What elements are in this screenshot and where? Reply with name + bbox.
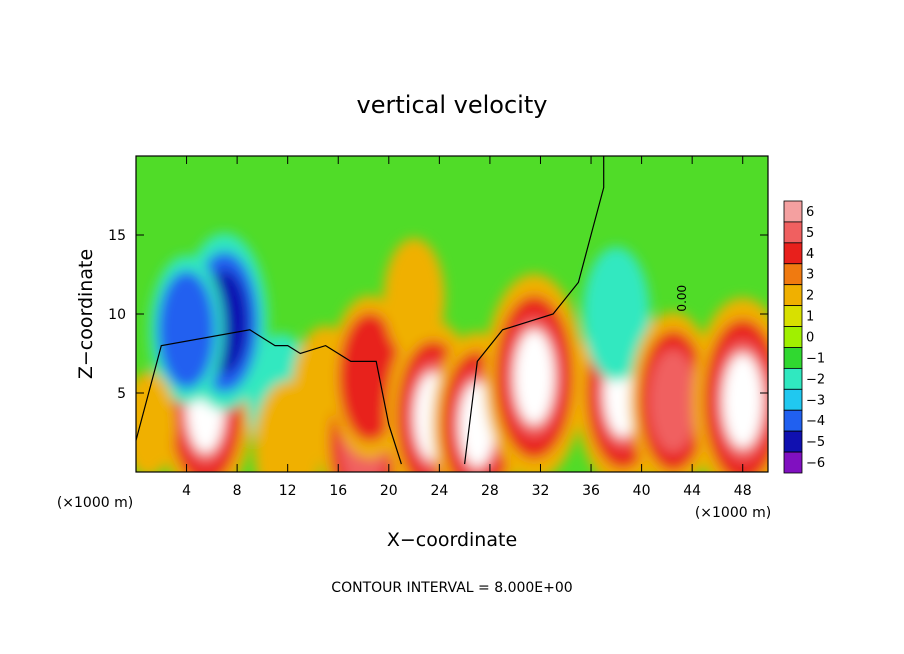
y-tick-label-15: 15 — [108, 228, 126, 244]
colorbar-swatch-3 — [783, 263, 803, 286]
x-unit-left: (×1000 m) — [57, 495, 133, 511]
colorbar-label-6: 6 — [806, 205, 814, 220]
colorbar-label--3: −3 — [806, 393, 825, 408]
x-tick-label-32: 32 — [532, 483, 550, 499]
colorbar-label-4: 4 — [806, 247, 814, 262]
colorbar-swatch--6 — [783, 451, 803, 474]
colorbar-swatch-1 — [783, 305, 803, 327]
colorbar-swatch-0 — [783, 326, 803, 348]
chart-title: vertical velocity — [357, 91, 548, 119]
x-tick-label-12: 12 — [279, 483, 297, 499]
colorbar-label-1: 1 — [806, 310, 814, 325]
x-tick-label-4: 4 — [182, 483, 191, 499]
colorbar-swatch--5 — [783, 430, 803, 453]
colorbar-swatch--2 — [783, 367, 803, 390]
y-tick-label-5: 5 — [117, 386, 126, 402]
colorbar-swatch-4 — [783, 242, 803, 265]
velocity-cell-15-ring-0 — [253, 381, 322, 472]
colorbar-swatch--4 — [783, 409, 803, 432]
velocity-cell-16-ring-0 — [136, 371, 176, 472]
colorbar-swatch-5 — [783, 221, 803, 244]
zero-contour-line-2 — [464, 156, 605, 465]
x-unit-right: (×1000 m) — [695, 505, 771, 521]
colorbar-label-3: 3 — [806, 268, 814, 283]
colorbar-label--6: −6 — [806, 456, 825, 471]
x-tick-label-48: 48 — [734, 483, 752, 499]
colorbar-swatch-2 — [783, 284, 803, 307]
colorbar-label-5: 5 — [806, 226, 814, 241]
colorbar-swatch-6 — [783, 200, 803, 223]
y-axis-label: Z−coordinate — [75, 249, 97, 379]
velocity-cell-12-ring-0 — [582, 246, 651, 382]
contour-interval-note: CONTOUR INTERVAL = 8.000E+00 — [331, 580, 572, 596]
colorbar-label--4: −4 — [806, 414, 825, 429]
velocity-cell-10-core — [514, 329, 555, 425]
velocity-cell-14-core — [722, 353, 763, 449]
y-tick-label-10: 10 — [108, 307, 126, 323]
x-tick-label-40: 40 — [633, 483, 651, 499]
x-axis-ticks: 4 8 12 16 20 24 28 32 36 40 44 48 — [182, 156, 752, 499]
colorbar-label--1: −1 — [806, 351, 825, 366]
x-tick-label-24: 24 — [430, 483, 448, 499]
x-tick-label-28: 28 — [481, 483, 499, 499]
colorbar: 6 5 4 3 2 1 0 −1 −2 −3 −4 −5 −6 — [783, 200, 825, 474]
colorbar-swatch--1 — [783, 347, 803, 369]
x-axis-label: X−coordinate — [387, 529, 517, 551]
x-tick-label-20: 20 — [380, 483, 398, 499]
velocity-field: 0.00 — [136, 156, 768, 472]
colorbar-label-0: 0 — [806, 331, 814, 346]
x-tick-label-44: 44 — [683, 483, 701, 499]
colorbar-label-2: 2 — [806, 289, 814, 304]
x-tick-label-36: 36 — [582, 483, 600, 499]
contour-label: 0.00 — [675, 285, 689, 312]
zero-contour-line — [136, 329, 402, 465]
colorbar-label--2: −2 — [806, 372, 825, 387]
velocity-cell-2-ring-1 — [157, 270, 216, 389]
x-tick-label-8: 8 — [233, 483, 242, 499]
x-tick-label-16: 16 — [329, 483, 347, 499]
velocity-cell-13-ring-2 — [649, 349, 698, 453]
y-axis-ticks: 5 10 15 — [108, 228, 768, 402]
colorbar-label--5: −5 — [806, 435, 825, 450]
colorbar-swatch--3 — [783, 388, 803, 411]
